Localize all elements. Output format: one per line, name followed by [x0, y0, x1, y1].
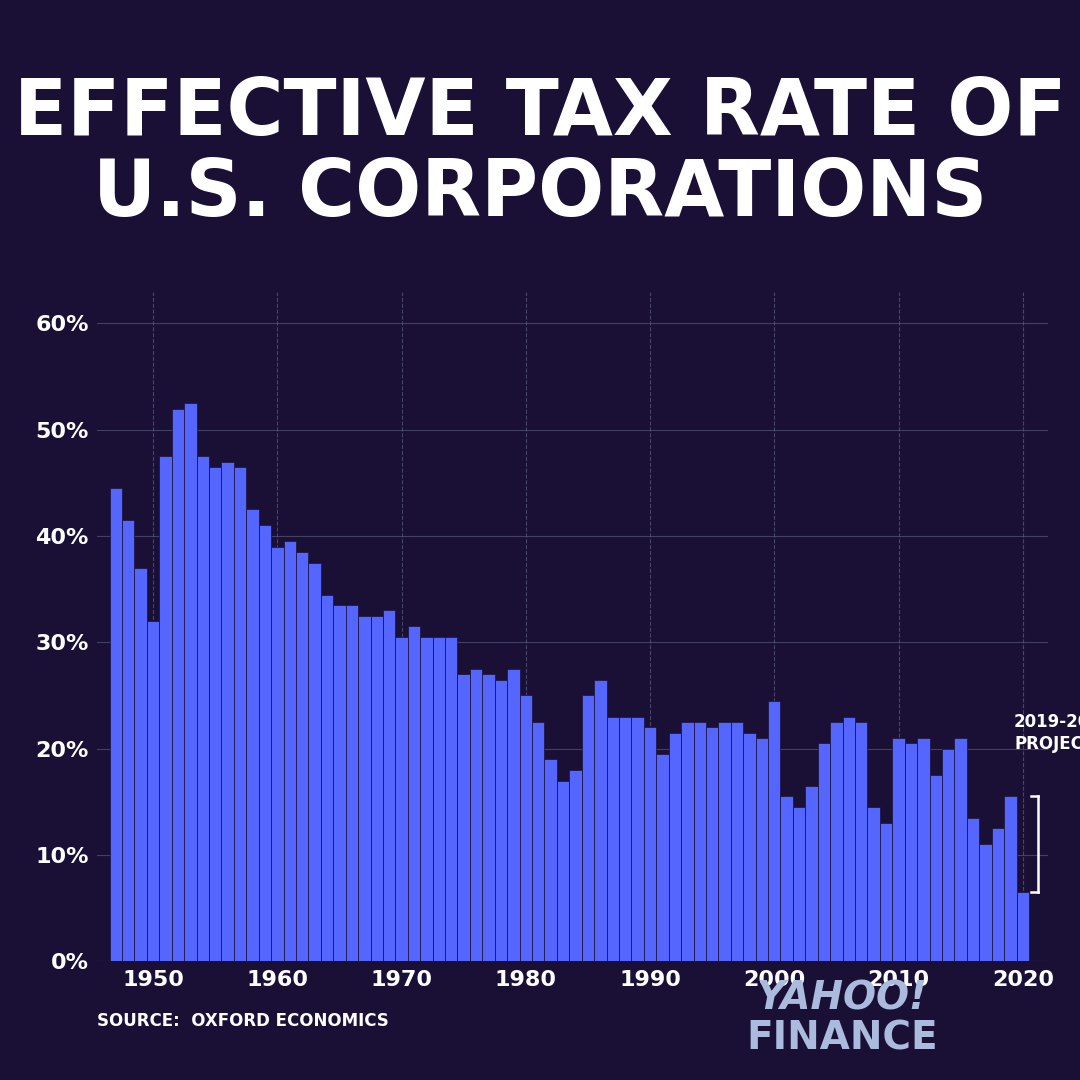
Bar: [867, 807, 880, 961]
Bar: [855, 723, 867, 961]
Bar: [557, 781, 569, 961]
Bar: [818, 743, 831, 961]
Bar: [483, 674, 495, 961]
Text: FINANCE: FINANCE: [746, 1020, 939, 1058]
Bar: [831, 723, 842, 961]
Bar: [147, 621, 160, 961]
Bar: [408, 626, 420, 961]
Bar: [495, 679, 508, 961]
Bar: [210, 467, 221, 961]
Bar: [271, 546, 284, 961]
Bar: [197, 457, 210, 961]
Bar: [234, 467, 246, 961]
Bar: [980, 845, 991, 961]
Bar: [892, 738, 905, 961]
Bar: [569, 770, 582, 961]
Bar: [582, 696, 594, 961]
Bar: [544, 759, 557, 961]
Bar: [1016, 892, 1029, 961]
Bar: [967, 818, 980, 961]
Bar: [930, 775, 942, 961]
Bar: [420, 637, 433, 961]
Bar: [508, 669, 519, 961]
Bar: [445, 637, 458, 961]
Bar: [917, 738, 930, 961]
Bar: [693, 723, 706, 961]
Bar: [955, 738, 967, 961]
Bar: [619, 717, 632, 961]
Bar: [743, 732, 756, 961]
Bar: [122, 521, 135, 961]
Text: SOURCE:  OXFORD ECONOMICS: SOURCE: OXFORD ECONOMICS: [97, 1012, 389, 1029]
Bar: [185, 403, 197, 961]
Bar: [334, 605, 346, 961]
Bar: [806, 786, 818, 961]
Bar: [781, 796, 793, 961]
Bar: [718, 723, 731, 961]
Bar: [395, 637, 408, 961]
Bar: [880, 823, 892, 961]
Bar: [681, 723, 693, 961]
Bar: [706, 727, 718, 961]
Text: U.S. CORPORATIONS: U.S. CORPORATIONS: [93, 157, 987, 232]
Bar: [657, 754, 669, 961]
Text: YAHOO!: YAHOO!: [757, 980, 928, 1018]
Bar: [793, 807, 806, 961]
Bar: [519, 696, 532, 961]
Bar: [756, 738, 768, 961]
Bar: [768, 701, 781, 961]
Bar: [731, 723, 743, 961]
Bar: [172, 408, 185, 961]
Bar: [346, 605, 359, 961]
Bar: [160, 457, 172, 961]
Bar: [433, 637, 445, 961]
Text: EFFECTIVE TAX RATE OF: EFFECTIVE TAX RATE OF: [14, 76, 1066, 151]
Bar: [309, 563, 321, 961]
Bar: [594, 679, 607, 961]
Bar: [458, 674, 470, 961]
Bar: [246, 510, 259, 961]
Bar: [383, 610, 395, 961]
Bar: [532, 723, 544, 961]
Bar: [359, 616, 370, 961]
Bar: [284, 541, 296, 961]
Bar: [259, 526, 271, 961]
Bar: [991, 828, 1004, 961]
Bar: [296, 552, 309, 961]
Bar: [470, 669, 483, 961]
Bar: [905, 743, 917, 961]
Bar: [221, 461, 234, 961]
Bar: [632, 717, 644, 961]
Bar: [644, 727, 657, 961]
Text: 2019-2020
PROJECTED: 2019-2020 PROJECTED: [1014, 713, 1080, 753]
Bar: [135, 568, 147, 961]
Bar: [110, 488, 122, 961]
Bar: [321, 594, 334, 961]
Bar: [942, 748, 955, 961]
Bar: [1004, 796, 1016, 961]
Bar: [669, 732, 681, 961]
Bar: [607, 717, 619, 961]
Bar: [842, 717, 855, 961]
Bar: [370, 616, 383, 961]
